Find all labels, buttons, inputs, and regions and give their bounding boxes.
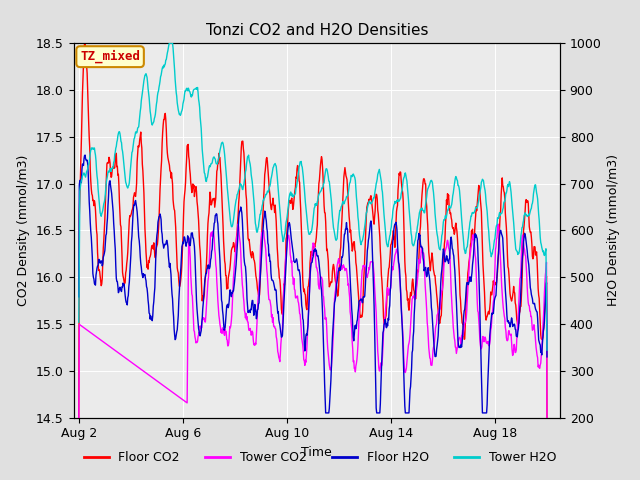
Y-axis label: CO2 Density (mmol/m3): CO2 Density (mmol/m3) bbox=[17, 155, 31, 306]
Text: TZ_mixed: TZ_mixed bbox=[80, 50, 140, 63]
Title: Tonzi CO2 and H2O Densities: Tonzi CO2 and H2O Densities bbox=[205, 23, 428, 38]
Y-axis label: H2O Density (mmol/m3): H2O Density (mmol/m3) bbox=[607, 155, 620, 306]
Legend: Floor CO2, Tower CO2, Floor H2O, Tower H2O: Floor CO2, Tower CO2, Floor H2O, Tower H… bbox=[79, 446, 561, 469]
X-axis label: Time: Time bbox=[301, 446, 332, 459]
